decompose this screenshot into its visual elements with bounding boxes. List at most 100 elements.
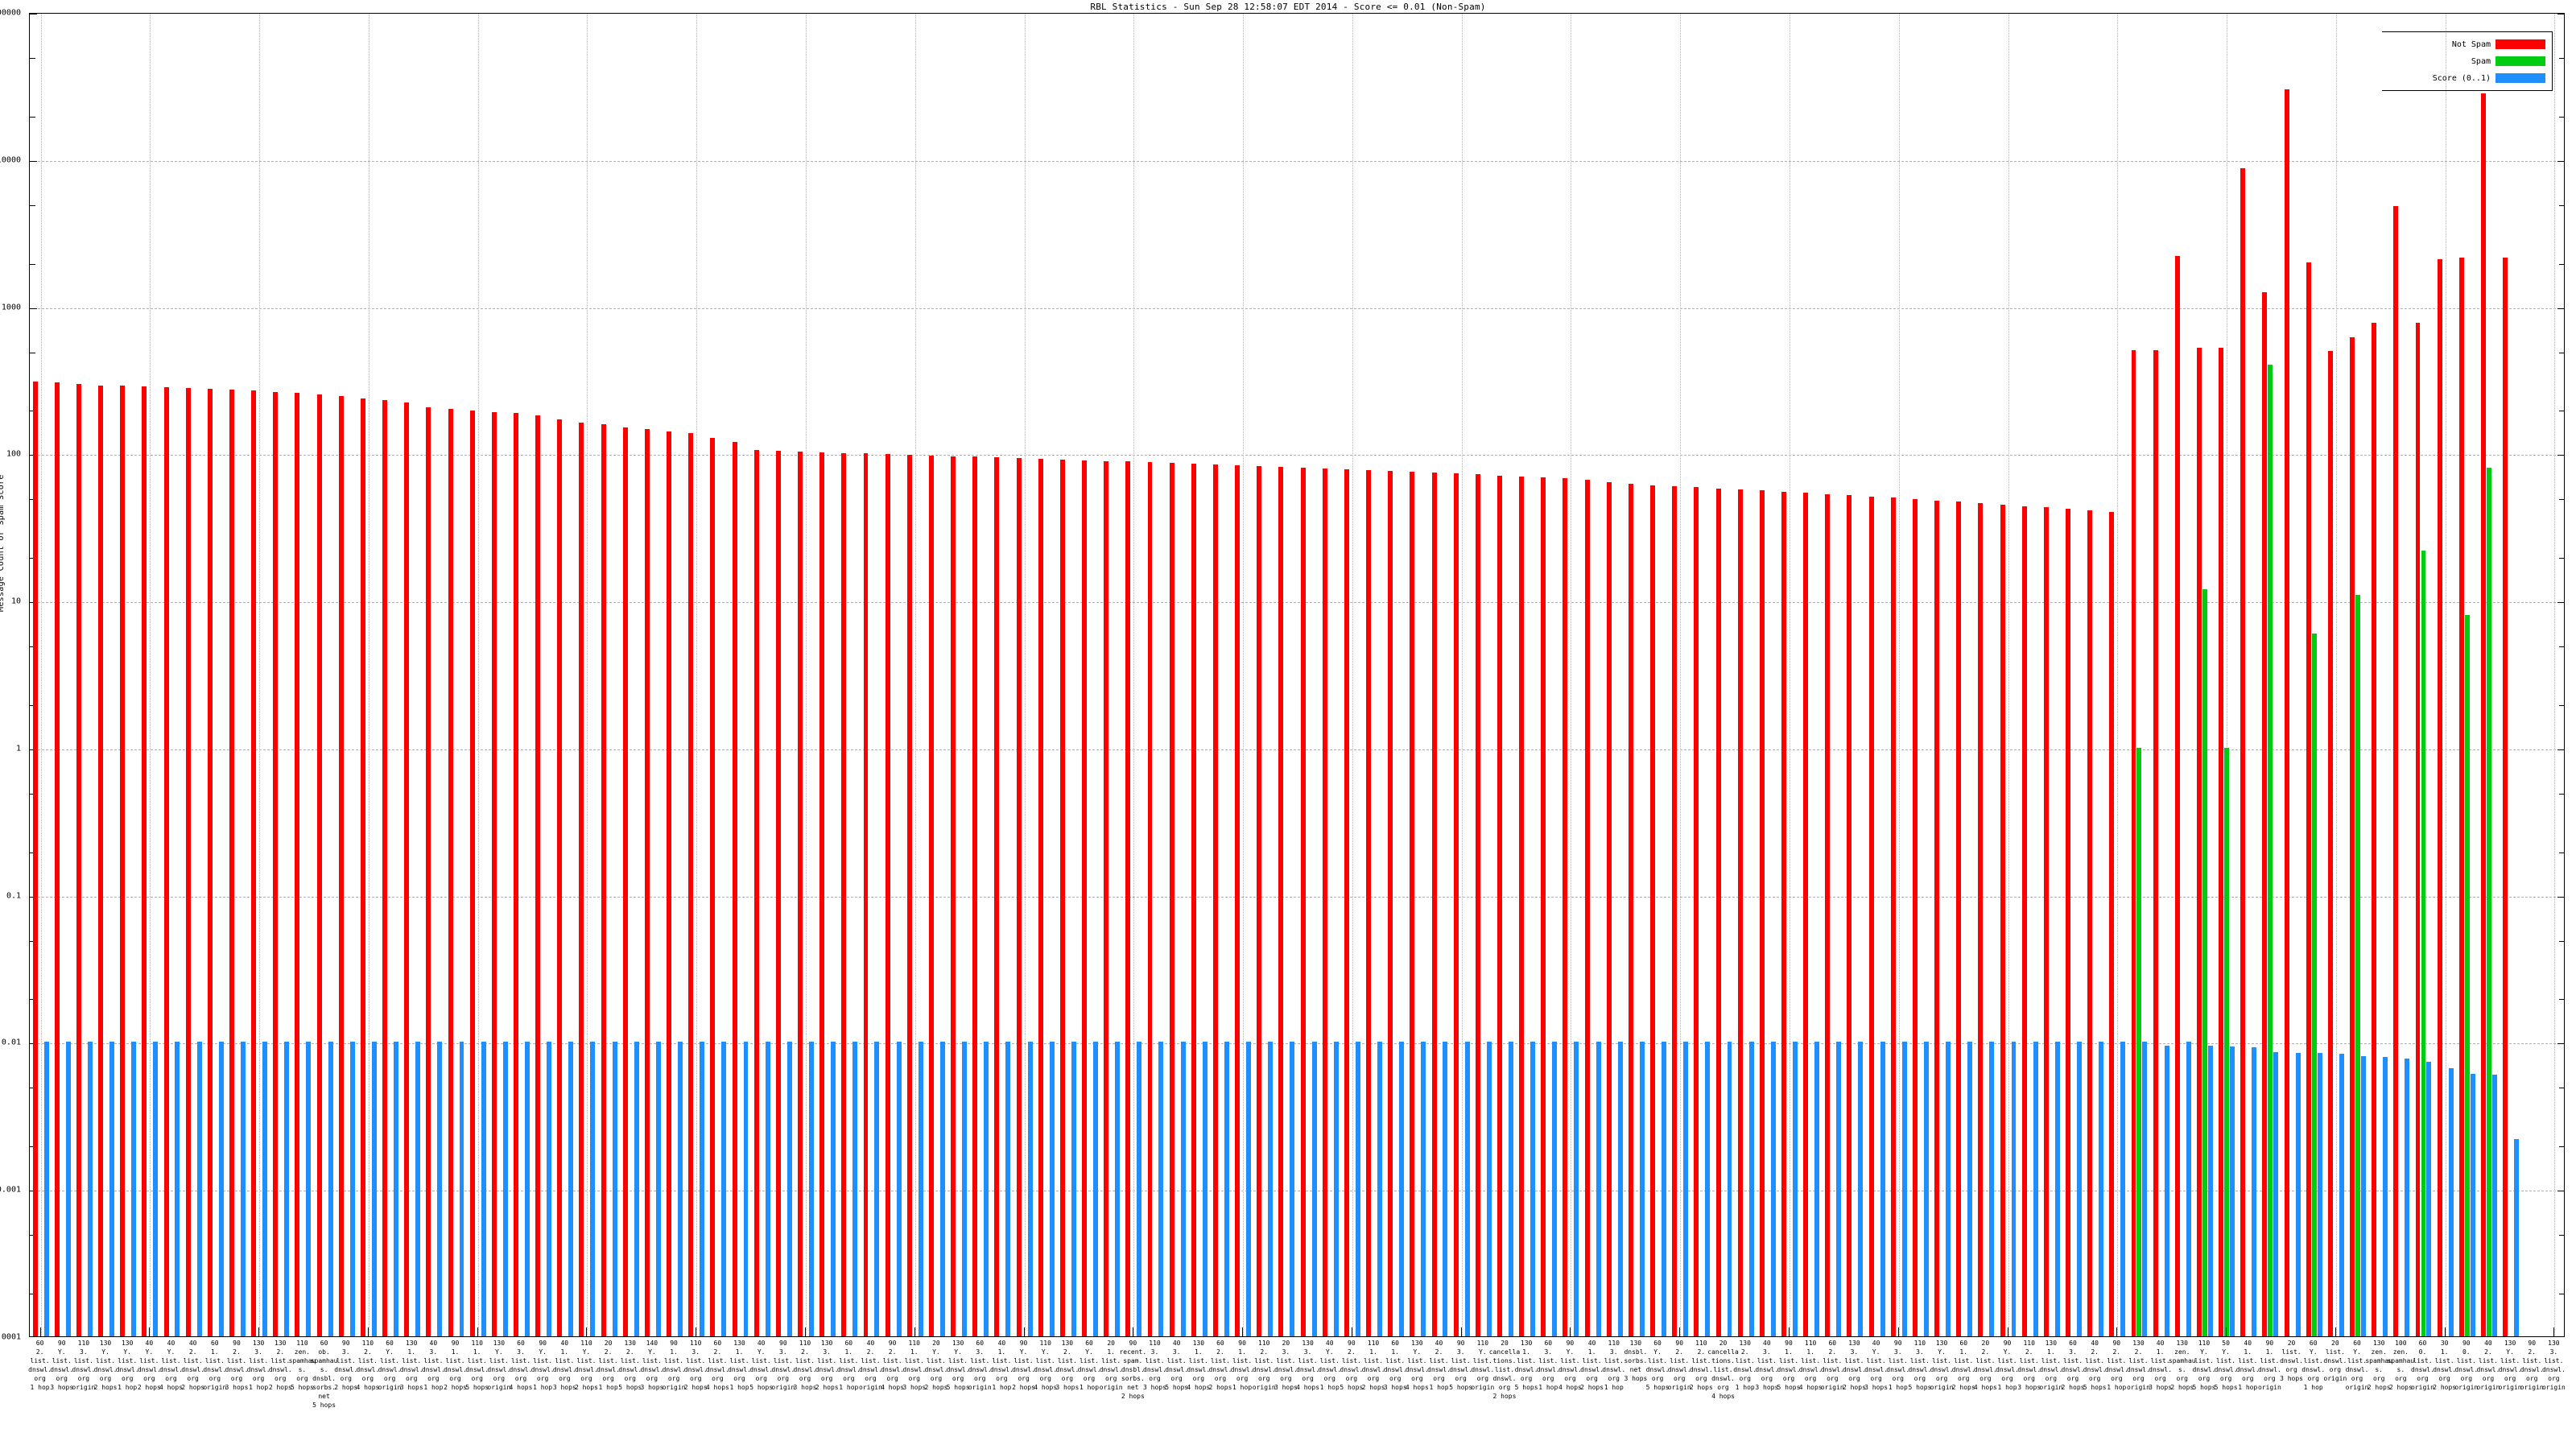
x-axis-label: 130 3. list. dnswl. org 2 hops [815, 1340, 839, 1391]
bar-not-spam [185, 387, 191, 1336]
bar-not-spam [1781, 491, 1786, 1336]
bar-not-spam [2306, 262, 2311, 1336]
bar-score [1464, 1042, 1470, 1336]
y-axis-tick-labels: 100000 10000 1000 100 10 1 0.1 0.01 0.001 0.0001 [0, 9, 29, 1342]
legend-swatch-spam [2496, 56, 2545, 66]
x-axis-label: 60 2. list. dnswl. org 4 hops [705, 1340, 729, 1391]
bar-not-spam [732, 441, 737, 1336]
bar-score [1290, 1042, 1295, 1336]
bar-score [2207, 1045, 2213, 1336]
gridline-vertical [806, 14, 807, 1336]
bar-not-spam [76, 384, 81, 1336]
bar-not-spam [54, 382, 60, 1336]
bar-score [1617, 1042, 1623, 1336]
x-axis-label: 130 Y. list. dnswl. org origin [487, 1340, 511, 1391]
bar-not-spam [1563, 477, 1568, 1336]
bar-not-spam [207, 389, 213, 1336]
bar-spam [2311, 633, 2317, 1336]
x-axis-label: 60 Y. list. dnswl. org 5 hops [1645, 1340, 1670, 1391]
bar-not-spam [1431, 473, 1437, 1336]
bar-not-spam [2087, 510, 2093, 1336]
gridline-horizontal [30, 602, 2564, 604]
bar-score [1596, 1042, 1601, 1336]
bar-not-spam [1715, 488, 1721, 1336]
x-axis-label: 40 3. list. dnswl. org 5 hops [1165, 1340, 1189, 1391]
y-tick-major-right [2557, 1043, 2564, 1045]
bar-not-spam [1059, 459, 1065, 1336]
bar-not-spam [491, 411, 497, 1336]
x-axis-label: 20 1. list. dnswl. org origin [1099, 1340, 1123, 1391]
bar-score [65, 1042, 71, 1336]
bar-score [1399, 1042, 1405, 1336]
x-axis-label: 110 zen. spamhaus. org 5 hops [288, 1340, 316, 1391]
bar-score [2339, 1054, 2344, 1336]
y-tick-major [30, 160, 37, 162]
bar-score [284, 1042, 290, 1336]
x-axis-label: 110 2. list. dnswl. org 4 hops [356, 1340, 380, 1391]
x-axis-label: 90 Y. list. dnswl. org 4 hops [1558, 1340, 1582, 1391]
bar-not-spam [972, 456, 978, 1336]
bar-not-spam [2458, 257, 2464, 1336]
gridline-vertical [477, 14, 479, 1336]
y-tick-minor [30, 116, 35, 118]
bar-score [2164, 1045, 2169, 1336]
bar-not-spam [2437, 258, 2442, 1336]
bar-score [1530, 1042, 1536, 1336]
bar-not-spam [622, 427, 628, 1336]
x-axis-label: 40 1. list. dnswl. org 1 hop [989, 1340, 1013, 1391]
bar-not-spam [841, 452, 847, 1336]
y-tick-major-right [2557, 602, 2564, 604]
bar-not-spam [1672, 485, 1678, 1336]
legend-swatch-not-spam [2496, 39, 2545, 49]
x-axis-label: 90 1. list. dnswl. org 2 hops [444, 1340, 467, 1391]
bar-not-spam [1300, 468, 1306, 1336]
bar-score [1683, 1042, 1689, 1336]
gridline-horizontal [30, 749, 2564, 750]
bar-score [1202, 1042, 1208, 1336]
x-axis-label: 60 ob. spamhaus. dnsbl. sorbs. net 5 hop… [310, 1340, 338, 1409]
x-axis-label: 40 1. list. dnswl. org 2 hops [1580, 1340, 1604, 1391]
bar-not-spam [251, 390, 257, 1336]
y-tick-minor [30, 999, 35, 1001]
bar-not-spam [229, 389, 234, 1336]
x-axis-label: 40 1. list. dnswl. org 3 hops [552, 1340, 576, 1391]
x-axis-label: 90 3. list. dnswl. org 1 hop [1886, 1340, 1910, 1391]
x-axis-label: 60 1. list. dnswl. org 3 hops [1383, 1340, 1407, 1391]
bar-score [939, 1042, 945, 1336]
x-axis-label: 60 2. list. dnswl. org 2 hops [1208, 1340, 1232, 1391]
gridline-horizontal [30, 896, 2564, 898]
bar-not-spam [1235, 465, 1241, 1336]
gridline-horizontal [30, 1043, 2564, 1045]
y-tick-label: 0.001 [0, 1185, 21, 1195]
x-axis-label: 140 Y. list. dnswl. org 3 hops [640, 1340, 664, 1391]
x-axis-label: 130 dnsbl. sorbs. net 3 hops [1624, 1340, 1648, 1382]
bar-not-spam [1366, 470, 1372, 1336]
bar-not-spam [1212, 464, 1218, 1336]
bar-not-spam [2131, 349, 2136, 1336]
x-axis-label: 60 1. list. dnswl. org 2 hops [1951, 1340, 1975, 1391]
bar-not-spam [2415, 323, 2421, 1336]
x-axis-label: 40 2. list. dnswl. org origin [859, 1340, 882, 1391]
y-tick-minor [30, 58, 35, 60]
bar-score [1093, 1042, 1098, 1336]
bar-score [2514, 1138, 2520, 1336]
bar-not-spam [2219, 348, 2224, 1336]
y-tick-major-right [2557, 160, 2564, 162]
bar-score [371, 1042, 377, 1336]
bar-not-spam [557, 419, 563, 1336]
bar-not-spam [1737, 489, 1743, 1336]
x-axis-label: 60 3. list. dnswl. org 4 hops [509, 1340, 533, 1391]
bar-spam [2355, 594, 2360, 1336]
x-axis-label: 90 Y. list. dnswl. org 2 hops [1012, 1340, 1035, 1391]
bar-score [1027, 1042, 1033, 1336]
bar-not-spam [2503, 257, 2508, 1336]
bar-score [1158, 1042, 1164, 1336]
bar-not-spam [798, 452, 803, 1336]
bar-not-spam [1978, 502, 1984, 1336]
x-axis-label: 40 Y. list. dnswl. org 3 hops [1864, 1340, 1889, 1391]
bar-not-spam [1912, 498, 1918, 1336]
x-axis-label: 130 3. list. dnswl. org origin [2541, 1340, 2566, 1391]
bar-score [1355, 1042, 1360, 1336]
bar-score [1552, 1042, 1558, 1336]
bar-not-spam [295, 393, 300, 1336]
